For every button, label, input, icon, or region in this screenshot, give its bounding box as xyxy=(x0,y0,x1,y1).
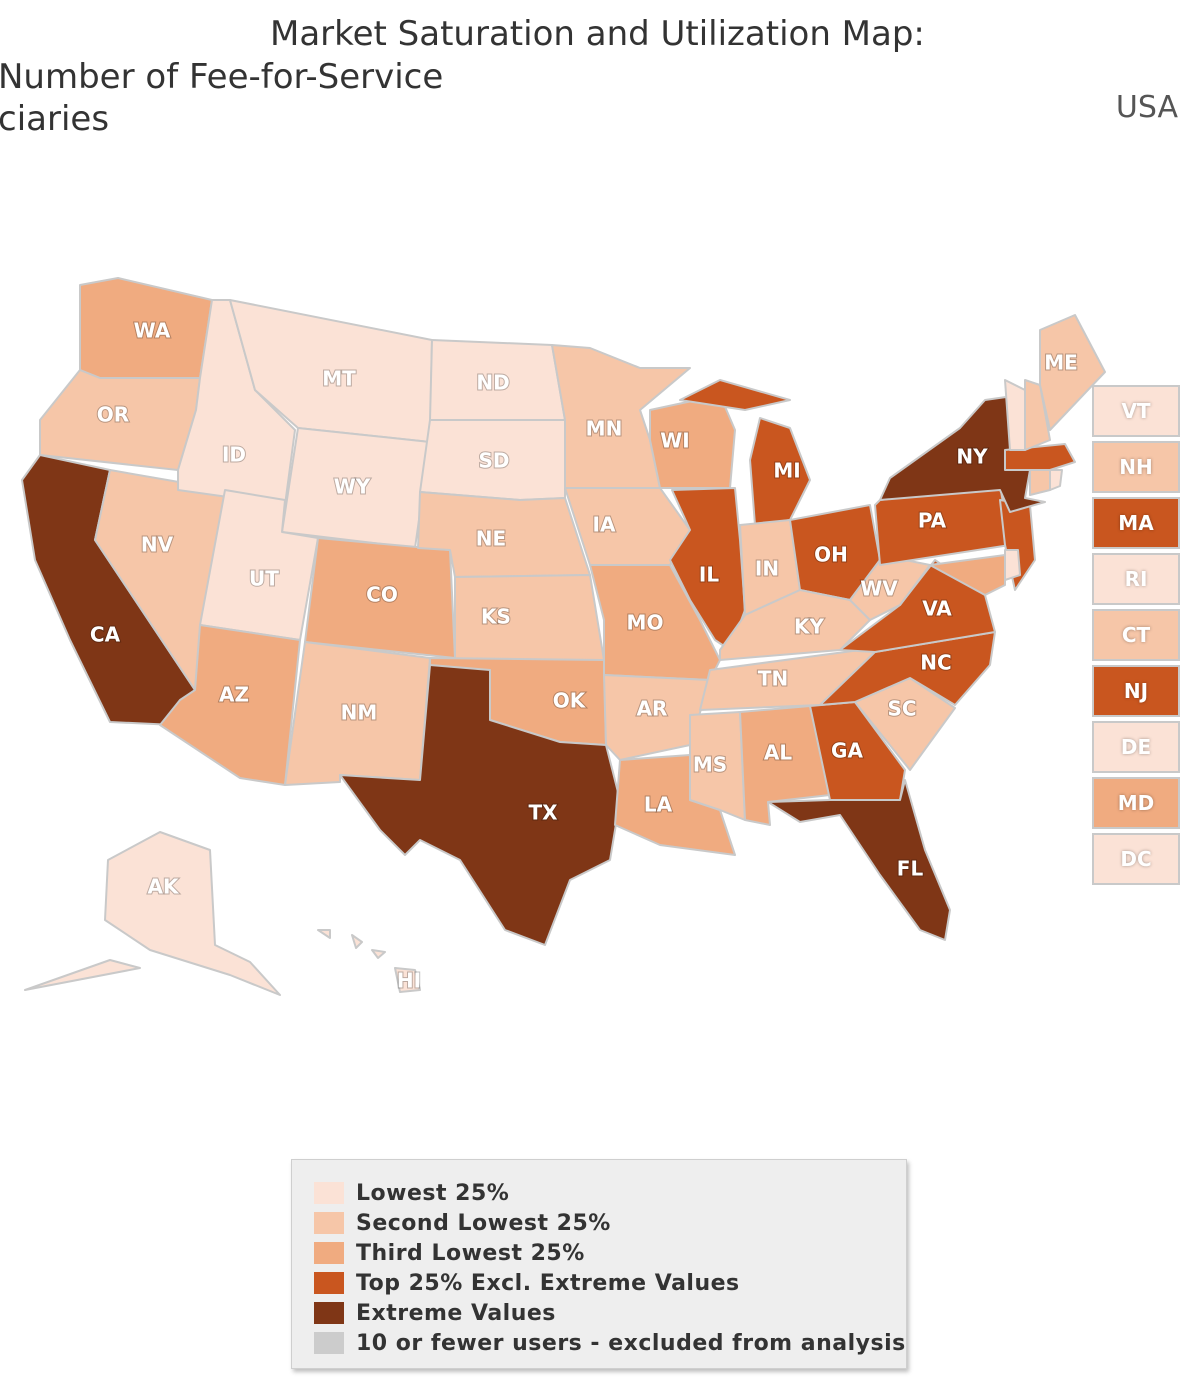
map-title-line-2: Number of Fee-for-Service xyxy=(0,57,444,97)
small-state-nh[interactable]: NH xyxy=(1092,441,1180,493)
state-ny[interactable] xyxy=(879,394,1046,513)
legend-item-q3[interactable]: Third Lowest 25% xyxy=(314,1238,906,1268)
state-label-ut: UT xyxy=(249,567,279,591)
state-label-il: IL xyxy=(699,563,719,587)
state-label-va: VA xyxy=(922,597,952,621)
state-label-fl: FL xyxy=(897,857,924,881)
state-label-ar: AR xyxy=(637,697,668,721)
state-ct[interactable] xyxy=(1029,469,1051,496)
state-label-sc: SC xyxy=(887,697,916,721)
state-label-nm: NM xyxy=(341,701,378,725)
state-label-sd: SD xyxy=(478,449,509,473)
small-state-ma[interactable]: MA xyxy=(1092,497,1180,549)
state-label-ca: CA xyxy=(90,623,121,647)
map-title-line-3: ciaries xyxy=(0,99,110,139)
state-label-ms: MS xyxy=(693,753,727,777)
legend-label: Top 25% Excl. Extreme Values xyxy=(356,1270,740,1296)
legend-label: Lowest 25% xyxy=(356,1180,510,1206)
state-hi[interactable] xyxy=(317,929,421,993)
state-label-hi: HI xyxy=(397,969,421,993)
state-label-al: AL xyxy=(764,741,792,765)
usa-choropleth-map: WA OR CA NV ID MT WY UT AZ CO NM ND SD NE KS OK TX MN IA MO… xyxy=(21,277,1106,996)
legend-item-q4[interactable]: Top 25% Excl. Extreme Values xyxy=(314,1268,906,1298)
legend-label: Third Lowest 25% xyxy=(356,1240,585,1266)
small-state-de[interactable]: DE xyxy=(1092,721,1180,773)
small-state-ct[interactable]: CT xyxy=(1092,609,1180,661)
state-label-mo: MO xyxy=(627,611,664,635)
legend-item-q2[interactable]: Second Lowest 25% xyxy=(314,1208,906,1238)
state-ak[interactable] xyxy=(24,831,281,996)
state-label-ks: KS xyxy=(481,605,511,629)
state-label-mi: MI xyxy=(773,459,800,483)
legend-swatch xyxy=(314,1272,344,1294)
state-label-or: OR xyxy=(97,403,129,427)
state-label-oh: OH xyxy=(814,543,848,567)
state-label-mn: MN xyxy=(586,417,623,441)
state-fl[interactable] xyxy=(767,779,951,941)
state-label-wa: WA xyxy=(134,319,171,343)
state-label-ny: NY xyxy=(956,445,988,469)
state-label-ky: KY xyxy=(794,615,824,639)
state-label-me: ME xyxy=(1044,351,1078,375)
legend-label: Extreme Values xyxy=(356,1300,556,1326)
map-legend: Lowest 25% Second Lowest 25% Third Lowest … xyxy=(291,1159,907,1369)
state-label-tn: TN xyxy=(758,667,788,691)
small-state-vt[interactable]: VT xyxy=(1092,385,1180,437)
state-label-ia: IA xyxy=(593,513,616,537)
state-label-nc: NC xyxy=(920,651,951,675)
state-label-la: LA xyxy=(644,793,673,817)
state-label-ga: GA xyxy=(831,739,863,763)
state-label-ak: AK xyxy=(148,875,180,899)
state-label-pa: PA xyxy=(918,509,947,533)
state-label-tx: TX xyxy=(528,801,558,825)
state-nh[interactable] xyxy=(1024,379,1051,451)
state-label-wy: WY xyxy=(334,475,371,499)
state-label-id: ID xyxy=(222,443,246,467)
legend-item-excluded[interactable]: 10 or fewer users - excluded from analys… xyxy=(314,1328,906,1358)
state-mn[interactable] xyxy=(551,344,691,489)
state-label-in: IN xyxy=(755,557,779,581)
state-label-nv: NV xyxy=(141,533,174,557)
region-label: USA xyxy=(1115,90,1178,125)
small-state-ri[interactable]: RI xyxy=(1092,553,1180,605)
legend-swatch xyxy=(314,1242,344,1264)
legend-swatch xyxy=(314,1212,344,1234)
legend-label: 10 or fewer users - excluded from analys… xyxy=(356,1330,906,1356)
state-az[interactable] xyxy=(159,624,301,786)
small-state-md[interactable]: MD xyxy=(1092,777,1180,829)
small-state-dc[interactable]: DC xyxy=(1092,833,1180,885)
state-de[interactable] xyxy=(1004,549,1021,581)
state-ar[interactable] xyxy=(603,674,711,761)
state-label-az: AZ xyxy=(219,683,249,707)
state-me[interactable] xyxy=(1039,314,1106,431)
map-title-line-1: Market Saturation and Utilization Map: xyxy=(270,14,925,54)
legend-label: Second Lowest 25% xyxy=(356,1210,611,1236)
legend-item-q1[interactable]: Lowest 25% xyxy=(314,1178,906,1208)
state-ri[interactable] xyxy=(1049,469,1063,491)
legend-swatch xyxy=(314,1182,344,1204)
legend-swatch xyxy=(314,1302,344,1324)
state-label-co: CO xyxy=(366,583,398,607)
small-state-nj[interactable]: NJ xyxy=(1092,665,1180,717)
legend-item-extreme[interactable]: Extreme Values xyxy=(314,1298,906,1328)
state-label-mt: MT xyxy=(322,367,356,391)
state-label-wv: WV xyxy=(860,577,898,601)
state-label-wi: WI xyxy=(660,429,690,453)
state-ks[interactable] xyxy=(454,574,605,661)
state-label-ok: OK xyxy=(553,689,587,713)
legend-swatch xyxy=(314,1332,344,1354)
state-label-nd: ND xyxy=(476,371,509,395)
state-tx[interactable] xyxy=(339,664,621,946)
state-md[interactable] xyxy=(929,554,1006,596)
state-ms[interactable] xyxy=(689,711,746,821)
small-states-panel: VT NH MA RI CT NJ DE MD DC xyxy=(1092,385,1180,889)
state-label-ne: NE xyxy=(476,527,506,551)
